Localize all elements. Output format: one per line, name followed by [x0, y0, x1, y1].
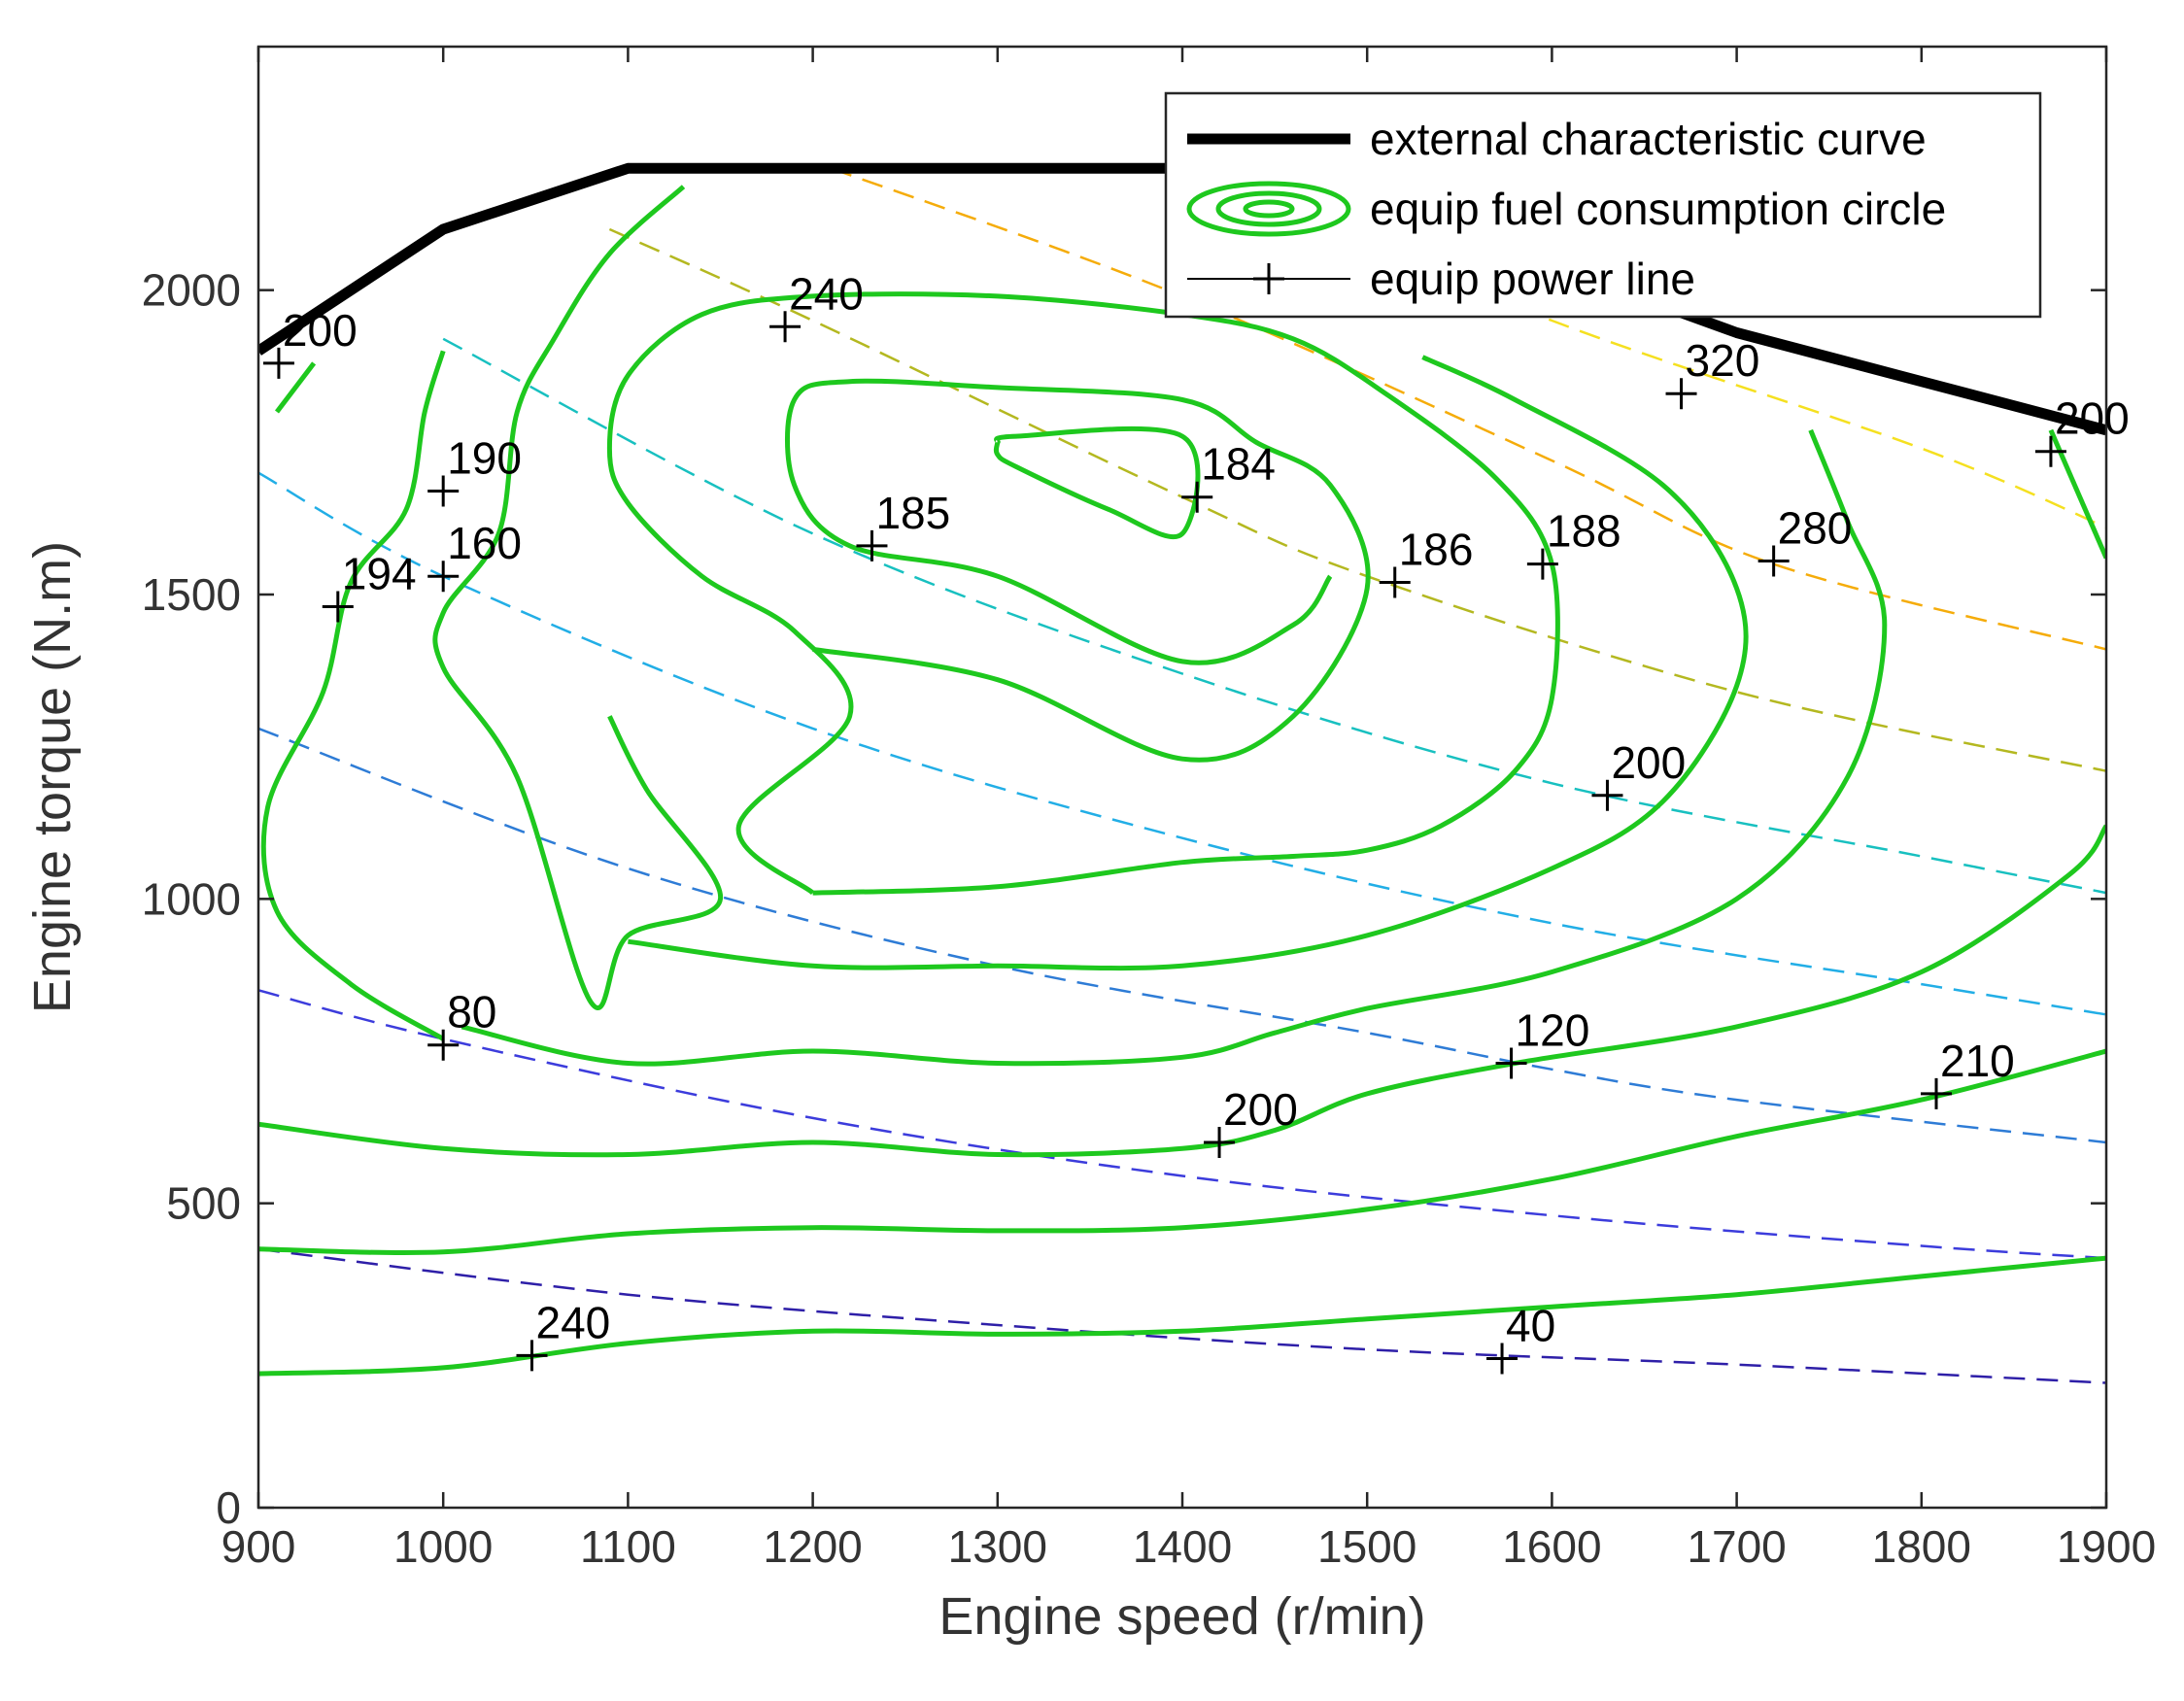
annotation-label-2: 160: [447, 518, 522, 568]
power-line-160: [258, 471, 2106, 1016]
annotation-marker-10: [1757, 545, 1790, 577]
power-line-40: [258, 1247, 2106, 1384]
legend-contour-ring-1: [1215, 190, 1322, 227]
fuel-contour-190: [461, 428, 1888, 1067]
annotation-label-13: 80: [447, 987, 496, 1038]
y-tick-label-1: 500: [166, 1178, 241, 1229]
annotation-marker-4: [769, 311, 802, 343]
annotation-label-5: 185: [875, 488, 950, 538]
annotation-marker-11: [2034, 435, 2066, 467]
x-tick-label-1: 1000: [393, 1521, 493, 1572]
annotation-label-8: 188: [1547, 506, 1621, 557]
annotation-label-0: 200: [283, 305, 358, 356]
y-tick-label-0: 0: [216, 1482, 241, 1533]
annotation-label-11: 200: [2055, 393, 2130, 444]
annotation-label-10: 280: [1778, 503, 1853, 554]
annotation-label-3: 194: [342, 549, 417, 599]
x-tick-label-5: 1400: [1133, 1521, 1232, 1572]
legend: external characteristic curve equip fuel…: [1164, 91, 2042, 319]
fuel-contour-196: [432, 185, 724, 1010]
annotation-marker-15: [1921, 1077, 1953, 1109]
x-axis-title: Engine speed (r/min): [938, 1587, 1425, 1646]
annotation-marker-0: [262, 347, 294, 379]
y-tick-label-2: 1000: [142, 873, 241, 924]
legend-label-contour: equip fuel consumption circle: [1370, 184, 1946, 234]
y-tick-label-4: 2000: [142, 265, 241, 316]
annotation-marker-7: [1379, 566, 1411, 598]
fuel-contour-194a: [275, 361, 317, 414]
annotation-label-6: 184: [1201, 439, 1276, 490]
x-tick-label-7: 1600: [1502, 1521, 1601, 1572]
annotation-label-9: 320: [1686, 335, 1760, 386]
tick-layer: 900 1000 1100 1200 1300 1400 1500 1600 1700 1800 1…: [142, 47, 2156, 1572]
annotation-marker-14: [1495, 1047, 1527, 1079]
annotation-label-7: 186: [1399, 524, 1474, 574]
x-tick-label-6: 1500: [1317, 1521, 1416, 1572]
fuel-contour-185: [784, 378, 1371, 763]
annotation-label-17: 240: [535, 1297, 610, 1347]
annotation-label-15: 210: [1940, 1036, 2015, 1086]
x-tick-label-0: 900: [222, 1521, 296, 1572]
x-tick-label-2: 1100: [580, 1521, 676, 1572]
annotation-label-12: 200: [1611, 737, 1686, 788]
power-line-320: [1181, 167, 2106, 529]
x-tick-label-8: 1700: [1687, 1521, 1786, 1572]
legend-contour-ring-2: [1243, 199, 1295, 219]
annotation-marker-1: [427, 475, 460, 507]
annotation-label-18: 40: [1506, 1300, 1555, 1350]
fuel-contour-240: [258, 1255, 2106, 1377]
annotation-label-1: 190: [447, 432, 522, 483]
annotation-marker-18: [1486, 1343, 1519, 1375]
legend-sample-power: [1187, 263, 1350, 294]
power-line-200: [442, 337, 2106, 895]
legend-power-marker: [1253, 263, 1284, 294]
annotation-label-16: 200: [1223, 1084, 1298, 1135]
annotation-marker-2: [427, 561, 460, 593]
y-tick-label-3: 1500: [142, 569, 241, 620]
annotation-marker-6: [1181, 481, 1213, 513]
fuel-contour-188: [628, 355, 1749, 971]
fuel-contour-210: [258, 1048, 2106, 1256]
power-line-120: [258, 727, 2106, 1144]
fuel-contour-184: [993, 425, 1201, 540]
annotation-marker-12: [1591, 779, 1623, 811]
x-tick-label-9: 1800: [1872, 1521, 1971, 1572]
power-line-80: [258, 989, 2106, 1260]
legend-label-external: external characteristic curve: [1370, 114, 1927, 164]
annotation-marker-8: [1526, 548, 1558, 580]
annotation-label-14: 120: [1516, 1005, 1590, 1056]
legend-label-power: equip power line: [1370, 254, 1695, 304]
annotation-marker-17: [516, 1340, 548, 1372]
legend-sample-contour: [1186, 181, 1351, 237]
annotation-marker-16: [1204, 1127, 1236, 1158]
annotation-marker-3: [322, 591, 354, 623]
power-line-240: [608, 227, 2106, 772]
y-axis-title: Engine torque (N.m): [23, 541, 82, 1013]
annotation-label-4: 240: [789, 268, 864, 319]
fuel-contour-194b: [260, 350, 446, 1041]
annotation-marker-9: [1665, 378, 1697, 410]
legend-contour-ring-0: [1186, 181, 1351, 237]
annotation-marker-5: [856, 529, 888, 561]
x-tick-label-4: 1300: [948, 1521, 1047, 1572]
annotation-marker-13: [427, 1029, 460, 1061]
fuel-contour-186: [606, 291, 1560, 896]
x-tick-label-3: 1200: [763, 1521, 862, 1572]
fuel-contour-200: [258, 824, 2106, 1158]
x-tick-label-10: 1900: [2057, 1521, 2156, 1572]
